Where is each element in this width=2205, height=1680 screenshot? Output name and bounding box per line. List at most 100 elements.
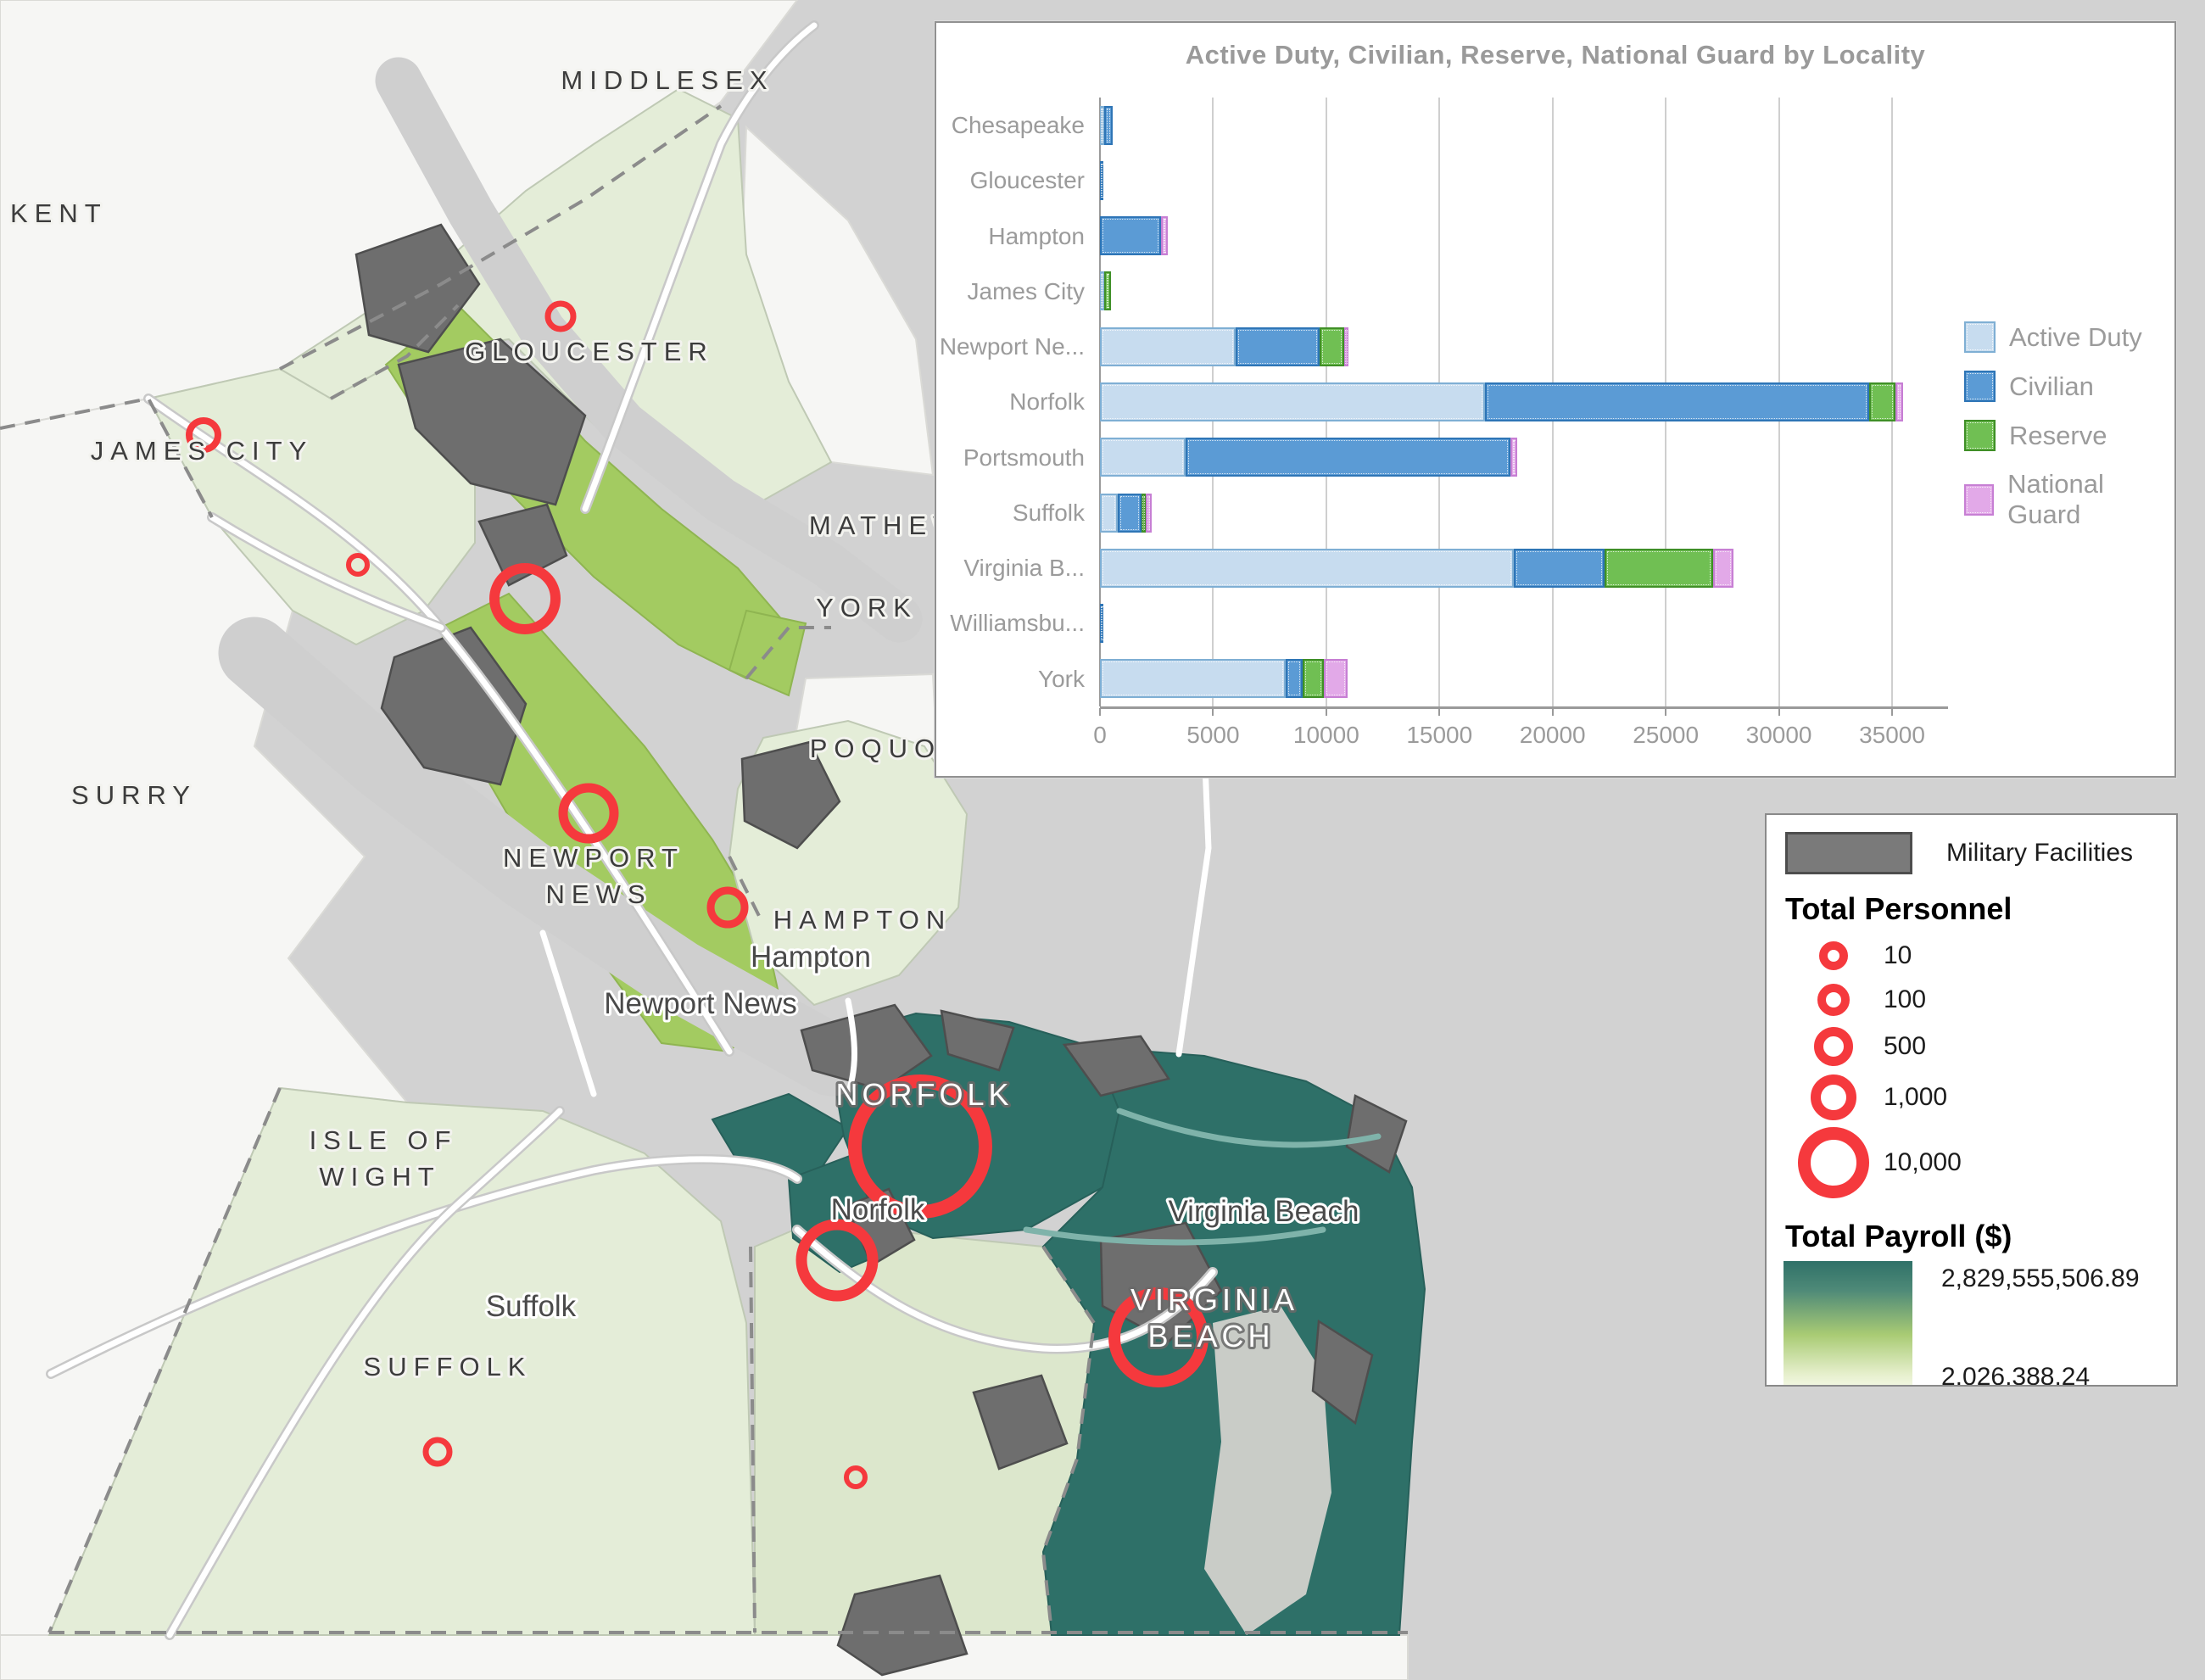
bar-segment-active-duty[interactable] [1100,659,1286,699]
bar-segment-reserve[interactable] [1869,382,1895,421]
bar-segment-civilian[interactable] [1100,160,1103,200]
map-label-newport: NEWPORT [503,843,684,873]
bar-james-city[interactable] [1100,271,1111,311]
personnel-marker[interactable] [706,886,749,929]
personnel-marker[interactable] [186,417,221,453]
personnel-size-value: 1,000 [1884,1083,1948,1111]
personnel-marker[interactable] [544,300,577,332]
bar-segment-national-guard[interactable] [1324,659,1348,699]
bar-hampton[interactable] [1100,216,1169,256]
personnel-ring-icon [1814,1027,1853,1066]
bar-segment-civilian[interactable] [1514,548,1605,588]
chart-legend-item-national-guard: National Guard [1964,469,2174,530]
bar-segment-civilian[interactable] [1186,438,1511,477]
map-legend-panel: Military Facilities Total Personnel 10 10… [1765,813,2178,1387]
bar-virginia-b-[interactable] [1100,548,1734,588]
x-axis-label: 25000 [1633,722,1700,748]
x-axis-label: 35000 [1859,722,1925,748]
bar-norfolk[interactable] [1100,382,1904,421]
payroll-legend-row: 2,829,555,506.89 2,026,388.24 [1784,1261,2159,1385]
map-label-suffolk: SUFFOLK [364,1352,533,1381]
bar-york[interactable] [1100,659,1348,699]
personnel-size-legend: 10 100 500 1,000 10,000 [1784,934,2159,1202]
payroll-max-value: 2,829,555,506.89 [1941,1264,2140,1292]
y-axis-label-norfolk: Norfolk [1009,388,1085,416]
bar-segment-reserve[interactable] [1142,493,1147,533]
bar-segment-national-guard[interactable] [1713,548,1734,588]
legend-label: Active Duty [2009,321,2142,352]
map-label-kent: KENT [10,198,108,228]
military-facilities-swatch-icon [1785,832,1912,874]
personnel-size-row: 100 [1784,978,2159,1022]
bar-segment-active-duty[interactable] [1100,105,1105,145]
axis-tick [1551,708,1554,716]
map-label-york: YORK [816,593,918,622]
bar-segment-national-guard[interactable] [1161,216,1169,256]
map-label-james-city: JAMES CITY [91,436,314,466]
personnel-marker[interactable] [795,1219,879,1302]
y-axis-label-gloucester: Gloucester [969,167,1085,194]
bar-plot [1099,98,1948,709]
legend-swatch-icon [1964,321,1996,353]
bar-segment-reserve[interactable] [1103,271,1111,311]
personnel-marker[interactable] [1108,1287,1209,1387]
bar-newport-ne-[interactable] [1100,327,1348,366]
bar-gloucester[interactable] [1100,160,1103,200]
outside-land [0,0,1409,1680]
y-axis-label-portsmouth: Portsmouth [963,444,1085,471]
chart-legend-item-active-duty: Active Duty [1964,321,2142,353]
personnel-marker[interactable] [844,1465,868,1489]
bar-segment-reserve[interactable] [1605,548,1714,588]
bar-segment-active-duty[interactable] [1100,382,1485,421]
bar-segment-national-guard[interactable] [1895,382,1904,421]
bar-segment-active-duty[interactable] [1100,548,1515,588]
x-axis-label: 0 [1093,722,1107,748]
roads [46,20,1382,1640]
y-axis-label-williamsbu-: Williamsbu... [950,610,1085,637]
map-label-norfolk: NORFOLK [835,1077,1013,1112]
map-label-surry: SURRY [71,780,197,810]
map-label-isle-of: ISLE OF [310,1125,458,1155]
bar-segment-civilian[interactable] [1100,604,1103,644]
bar-segment-active-duty[interactable] [1100,327,1236,366]
personnel-marker[interactable] [848,1074,992,1219]
bar-segment-national-guard[interactable] [1510,438,1518,477]
legend-label: Reserve [2009,420,2107,450]
legend-label: National Guard [2007,469,2104,529]
locality-suffolk [47,1086,756,1636]
bar-segment-civilian[interactable] [1100,216,1162,256]
personnel-size-value: 10,000 [1884,1148,1962,1176]
bar-segment-civilian[interactable] [1104,105,1114,145]
personnel-size-row: 1,000 [1784,1071,2159,1124]
bar-chesapeake[interactable] [1100,105,1114,145]
bar-portsmouth[interactable] [1100,438,1518,477]
bar-segment-active-duty[interactable] [1100,271,1104,311]
personnel-marker[interactable] [346,553,370,577]
axis-tick [1891,708,1893,716]
y-axis-label-york: York [1037,665,1085,692]
chart-legend-item-reserve: Reserve [1964,420,2107,451]
bar-segment-national-guard[interactable] [1344,327,1348,366]
bar-segment-civilian[interactable] [1118,493,1142,533]
bar-segment-civilian[interactable] [1484,382,1870,421]
bar-segment-civilian[interactable] [1285,659,1303,699]
personnel-marker[interactable] [489,563,561,634]
bar-segment-civilian[interactable] [1236,327,1320,366]
military-facilities-label: Military Facilities [1946,839,2134,867]
bar-suffolk[interactable] [1100,493,1152,533]
bar-segment-active-duty[interactable] [1100,493,1119,533]
personnel-ring-icon [1817,984,1850,1016]
x-axis-label: 20000 [1519,722,1586,748]
bar-segment-active-duty[interactable] [1100,438,1186,477]
personnel-marker[interactable] [558,783,619,844]
military-facilities [354,223,1408,1677]
chart-legend-item-civilian: Civilian [1964,371,2094,402]
bar-segment-national-guard[interactable] [1146,493,1152,533]
bar-segment-reserve[interactable] [1302,659,1325,699]
legend-swatch-icon [1964,371,1996,402]
bar-williamsbu-[interactable] [1100,604,1103,644]
personnel-ring-icon [1798,1127,1869,1198]
personnel-marker[interactable] [422,1437,453,1467]
bar-segment-reserve[interactable] [1319,327,1345,366]
